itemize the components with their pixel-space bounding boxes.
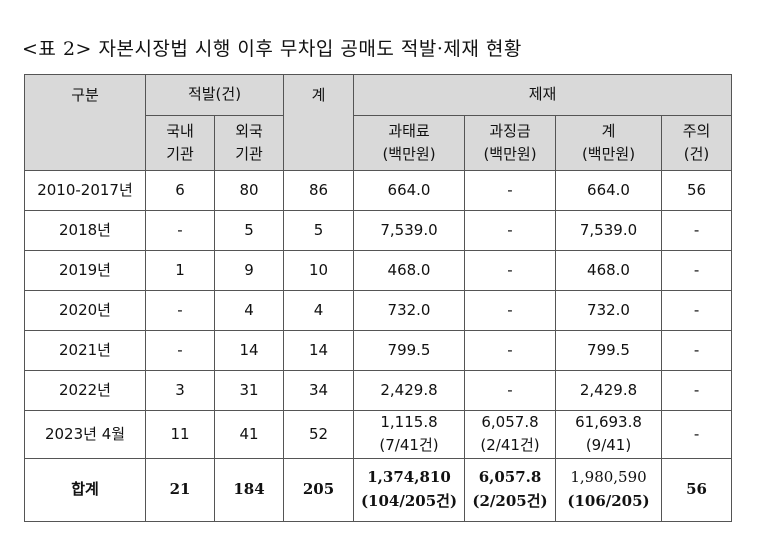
table-row-2023: 2023년 4월 11 41 52 1,115.8 (7/41건) 6,057.8…: [24, 410, 733, 459]
sanction-table: 구분 적발(건) 계 제재 국내 기관 외국 기관 과태료 (백만원) 과징금 (백만원…: [24, 74, 733, 522]
header-detection: 적발(건): [144, 74, 285, 116]
cell-sum-2023: 61,693.8 (9/41): [555, 410, 663, 459]
header-penalty: 과징금 (백만원): [464, 115, 557, 171]
cell-sum-total: 1,980,590 (106/205): [555, 457, 663, 522]
header-sanction-total: 계 (백만원): [555, 115, 663, 171]
table-row-total: 합계 21 184 205 1,374,810 (104/205건) 6,057.…: [24, 457, 733, 522]
cell-penalty-total: 6,057.8 (2/205건): [464, 457, 557, 522]
cell-fine-total: 1,374,810 (104/205건): [353, 457, 466, 522]
table-caption: <표 2> 자본시장법 시행 이후 무차입 공매도 적발·제재 현황: [22, 38, 522, 60]
header-foreign: 외국 기관: [213, 115, 285, 171]
table-row: 2019년 1 9 10 468.0-468.0-: [24, 250, 733, 291]
header-caution: 주의 (건): [661, 115, 733, 171]
table-row: 2010-2017년 6 80 86 664.0-664.0 56: [24, 170, 733, 211]
header-domestic: 국내 기관: [145, 115, 215, 171]
table-row: 2021년 -14 14 799.5-799.5-: [24, 330, 733, 371]
table-row: 2020년 -4 4 732.0-732.0-: [24, 290, 733, 331]
table-row: 2022년 3 31 34 2,429.8-2,429.8-: [24, 370, 733, 411]
header-total: 계: [283, 74, 355, 171]
header-fine: 과태료 (백만원): [353, 115, 466, 171]
header-sanction: 제재: [353, 74, 733, 116]
cell-penalty-2023: 6,057.8 (2/41건): [464, 410, 557, 459]
cell-fine-2023: 1,115.8 (7/41건): [353, 410, 466, 459]
header-category: 구분: [24, 74, 146, 171]
table-row: 2018년 -5 5 7,539.0-7,539.0-: [24, 210, 733, 251]
